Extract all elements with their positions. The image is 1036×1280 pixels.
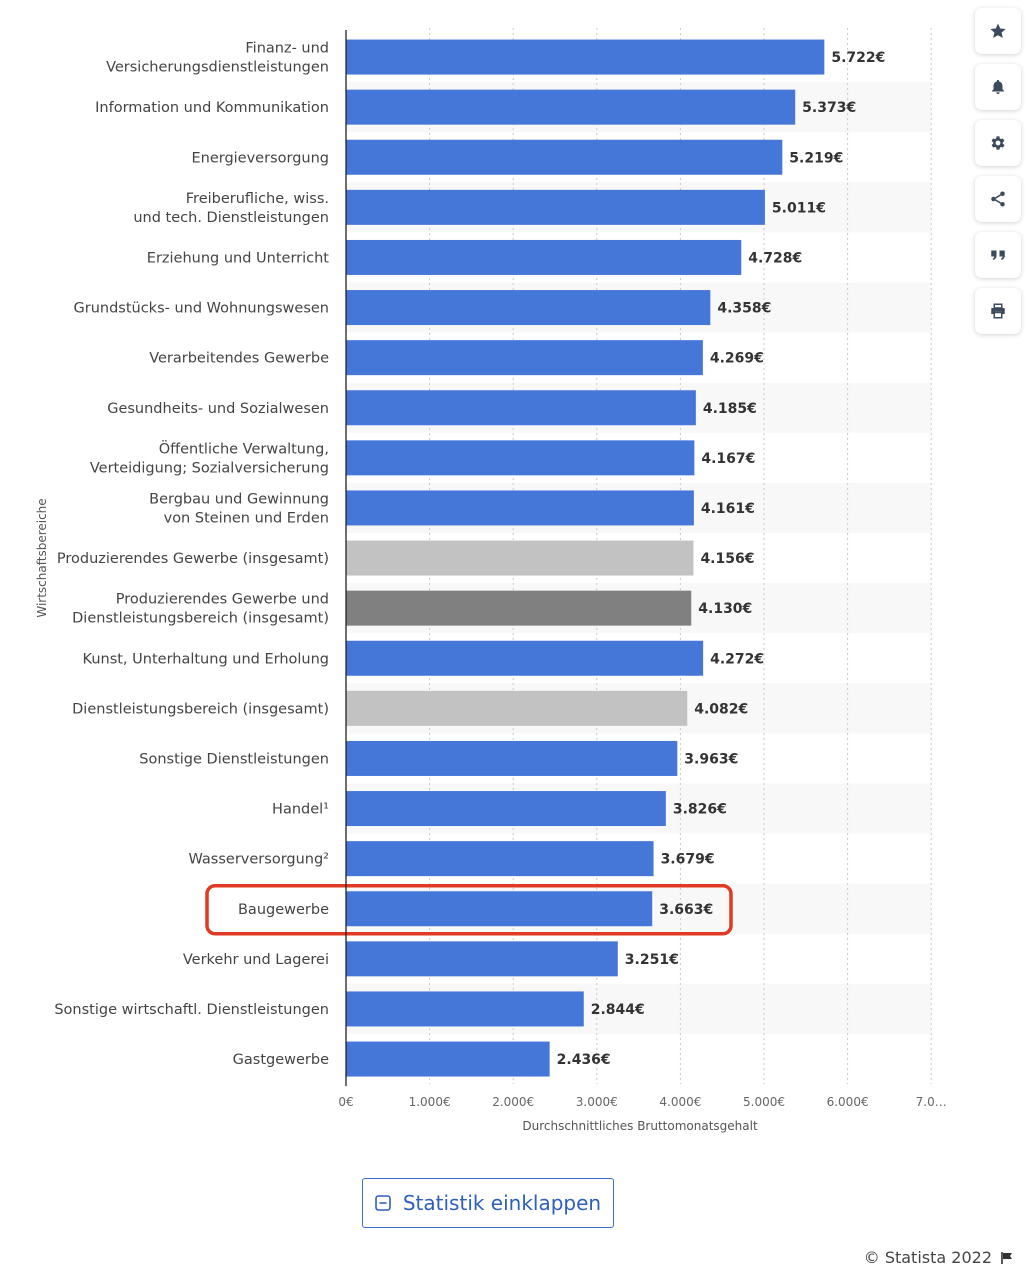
value-label: 4.161€ xyxy=(701,501,755,517)
printer-icon xyxy=(991,303,1005,319)
chart-toolbar xyxy=(975,8,1023,344)
bell-icon xyxy=(992,79,1004,95)
value-label: 5.373€ xyxy=(802,100,856,116)
x-tick-label: 2.000€ xyxy=(492,1095,534,1109)
category-label: Grundstücks- und Wohnungswesen xyxy=(74,301,330,317)
x-tick-label: 3.000€ xyxy=(576,1095,618,1109)
settings-button[interactable] xyxy=(975,120,1021,166)
copyright-text: © Statista 2022 xyxy=(863,1248,992,1267)
category-label: Information und Kommunikation xyxy=(95,100,329,116)
category-label: Wasserversorgung² xyxy=(189,852,329,868)
bar[interactable] xyxy=(346,139,783,175)
x-axis-title: Durchschnittliches Bruttomonatsgehalt xyxy=(522,1119,758,1133)
bar[interactable] xyxy=(346,440,695,476)
value-label: 4.269€ xyxy=(710,351,764,367)
value-label: 5.219€ xyxy=(789,150,843,166)
value-label: 4.272€ xyxy=(710,651,764,667)
share-button[interactable] xyxy=(975,176,1021,222)
value-label: 4.167€ xyxy=(701,451,755,467)
share-icon xyxy=(991,191,1005,207)
value-label: 4.728€ xyxy=(748,250,802,266)
footer: © Statista 2022 xyxy=(864,1248,1014,1267)
category-label: Dienstleistungsbereich (insgesamt) xyxy=(72,701,329,717)
quote-icon xyxy=(991,250,1005,260)
bar[interactable] xyxy=(346,290,711,326)
value-label: 4.185€ xyxy=(703,401,757,417)
bar[interactable] xyxy=(346,991,584,1027)
x-tick-label: 1.000€ xyxy=(409,1095,451,1109)
category-label: Verkehr und Lagerei xyxy=(183,952,329,968)
value-label: 4.082€ xyxy=(694,701,748,717)
x-tick-label: 0€ xyxy=(338,1095,353,1109)
bar[interactable] xyxy=(346,891,653,927)
bar[interactable] xyxy=(346,791,666,827)
category-label: Produzierendes Gewerbe (insgesamt) xyxy=(57,551,329,567)
collapse-button-label: Statistik einklappen xyxy=(402,1191,602,1215)
bar[interactable] xyxy=(346,490,694,526)
category-label: Erziehung und Unterricht xyxy=(147,250,330,266)
category-label: Gesundheits- und Sozialwesen xyxy=(107,401,329,417)
favorite-button[interactable] xyxy=(975,8,1021,54)
collapse-statistic-button[interactable]: Statistik einklappen xyxy=(362,1178,614,1228)
bar[interactable] xyxy=(346,89,796,125)
value-label: 3.826€ xyxy=(673,802,727,818)
value-label: 5.722€ xyxy=(831,50,885,66)
value-label: 5.011€ xyxy=(772,200,826,216)
category-label: Verarbeitendes Gewerbe xyxy=(149,351,329,367)
bar[interactable] xyxy=(346,590,692,626)
category-label: Handel¹ xyxy=(272,802,329,818)
category-label: Gastgewerbe xyxy=(233,1052,329,1068)
category-label: Finanz- und Versicherungsdienstleistungen xyxy=(106,41,329,76)
category-label: Bergbau und Gewinnung von Steinen und Erd… xyxy=(149,491,329,526)
chart-svg: 5.722€ Finanz- und Versicherungsdienstleis… xyxy=(35,28,947,1133)
bar-chart: 5.722€ Finanz- und Versicherungsdienstleis… xyxy=(35,28,947,1133)
bar[interactable] xyxy=(346,39,825,75)
bar[interactable] xyxy=(346,941,618,977)
star-icon xyxy=(990,23,1006,38)
x-tick-label: 6.000€ xyxy=(827,1095,869,1109)
value-label: 4.130€ xyxy=(698,601,752,617)
category-label: Baugewerbe xyxy=(238,902,329,918)
category-label: Kunst, Unterhaltung und Erholung xyxy=(83,651,329,667)
cite-button[interactable] xyxy=(975,232,1021,278)
value-label: 2.844€ xyxy=(591,1002,645,1018)
category-label: Freiberufliche, wiss. und tech. Dienstlei… xyxy=(133,191,329,226)
category-label: Produzierendes Gewerbe und Dienstleistung… xyxy=(72,592,329,627)
bar[interactable] xyxy=(346,540,694,576)
highlight-box xyxy=(205,884,733,936)
category-label: Öffentliche Verwaltung, Verteidigung; Soz… xyxy=(90,439,329,476)
bar[interactable] xyxy=(346,1041,550,1077)
minus-square-icon xyxy=(375,1195,391,1211)
value-label: 4.358€ xyxy=(717,301,771,317)
print-button[interactable] xyxy=(975,288,1021,334)
bar[interactable] xyxy=(346,841,654,877)
x-tick-label: 5.000€ xyxy=(743,1095,785,1109)
x-tick-label: 7.0… xyxy=(916,1095,947,1109)
value-label: 3.251€ xyxy=(625,952,679,968)
value-label: 3.963€ xyxy=(684,751,738,767)
category-label: Energieversorgung xyxy=(191,150,329,166)
value-label: 3.679€ xyxy=(661,852,715,868)
bar[interactable] xyxy=(346,340,703,376)
gear-icon xyxy=(991,136,1005,150)
bar[interactable] xyxy=(346,690,688,726)
value-label: 2.436€ xyxy=(557,1052,611,1068)
bar[interactable] xyxy=(346,640,704,676)
bar[interactable] xyxy=(346,189,765,225)
value-label: 4.156€ xyxy=(700,551,754,567)
flag-icon[interactable] xyxy=(1000,1251,1014,1265)
notification-button[interactable] xyxy=(975,64,1021,110)
category-label: Sonstige Dienstleistungen xyxy=(139,751,329,767)
category-label: Sonstige wirtschaftl. Dienstleistungen xyxy=(54,1002,329,1018)
x-tick-label: 4.000€ xyxy=(659,1095,701,1109)
value-label: 3.663€ xyxy=(659,902,713,918)
y-axis-title: Wirtschaftsbereiche xyxy=(35,498,49,617)
bar[interactable] xyxy=(346,390,696,426)
bar[interactable] xyxy=(346,740,678,776)
bar[interactable] xyxy=(346,239,742,275)
